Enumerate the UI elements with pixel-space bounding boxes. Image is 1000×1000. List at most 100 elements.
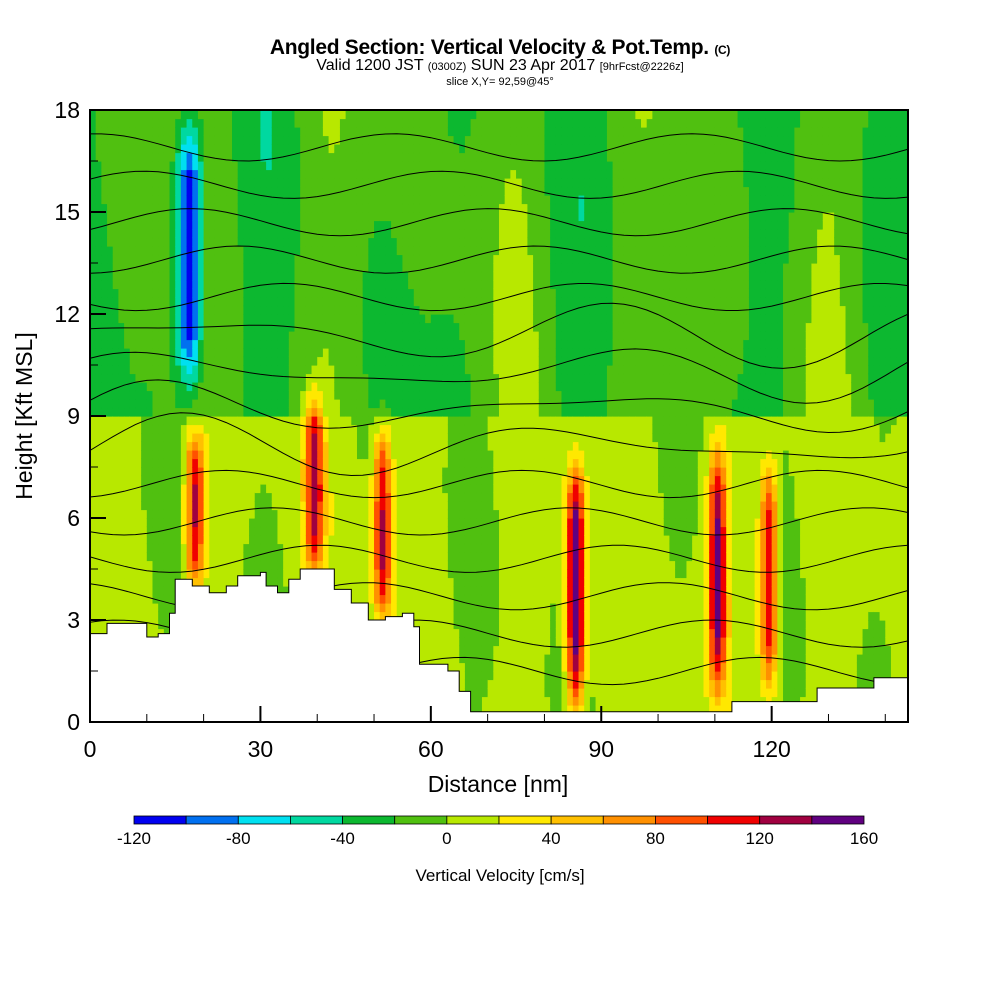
field-cell [186, 220, 193, 230]
field-cell [334, 152, 341, 162]
field-cell [476, 110, 483, 120]
field-cell [464, 135, 472, 145]
field-cell [277, 433, 284, 443]
field-cell [476, 348, 483, 358]
field-cell [391, 161, 398, 171]
field-cell [237, 288, 244, 298]
field-cell [300, 441, 307, 451]
field-cell [152, 288, 159, 298]
field-cell [112, 535, 120, 545]
field-cell [226, 458, 233, 468]
field-cell [476, 594, 483, 604]
field-cell [356, 586, 364, 596]
field-cell [476, 492, 483, 502]
field-cell [271, 441, 279, 451]
field-cell [453, 441, 460, 451]
field-cell [158, 467, 165, 477]
field-cell [288, 288, 296, 298]
slice-label: slice X,Y= 92,59@45° [446, 76, 554, 88]
field-cell [442, 577, 449, 587]
field-cell [254, 509, 262, 519]
field-cell [396, 441, 404, 451]
field-cell [163, 603, 171, 613]
field-cell [203, 203, 210, 213]
field-cell [362, 560, 369, 570]
field-cell [345, 178, 352, 188]
field-cell [220, 373, 227, 383]
field-cell [146, 288, 154, 298]
field-cell [311, 441, 318, 451]
field-cell [266, 152, 273, 162]
field-cell [453, 203, 460, 213]
field-cell [214, 280, 222, 290]
field-cell [266, 178, 273, 188]
field-cell [402, 297, 409, 307]
field-cell [356, 186, 364, 196]
field-cell [141, 110, 148, 120]
field-cell [141, 365, 148, 375]
field-cell [391, 577, 398, 587]
field-cell [408, 195, 415, 205]
field-cell [112, 161, 120, 171]
field-cell [328, 195, 335, 205]
field-cell [459, 331, 466, 341]
field-cell [385, 569, 392, 579]
field-cell [277, 237, 284, 247]
field-cell [254, 220, 262, 230]
field-cell [180, 518, 188, 528]
field-cell [271, 484, 279, 494]
field-cell [408, 484, 415, 494]
field-cell [243, 127, 250, 137]
field-cell [351, 365, 358, 375]
field-cell [430, 110, 438, 120]
field-cell [118, 390, 125, 400]
field-cell [396, 484, 404, 494]
field-cell [464, 611, 472, 621]
field-cell [152, 339, 159, 349]
field-cell [470, 543, 477, 553]
field-cell [175, 348, 182, 358]
field-cell [368, 475, 375, 485]
field-cell [129, 339, 137, 349]
field-cell [436, 212, 443, 222]
field-cell [186, 110, 193, 120]
field-cell [391, 203, 398, 213]
field-cell [368, 288, 375, 298]
field-cell [413, 458, 421, 468]
field-cell [481, 654, 489, 664]
field-cell [396, 178, 404, 188]
field-cell [339, 475, 347, 485]
field-cell [430, 331, 438, 341]
field-cell [334, 220, 341, 230]
field-cell [447, 382, 455, 392]
field-cell [379, 552, 386, 562]
field-cell [197, 382, 205, 392]
field-cell [169, 501, 176, 511]
field-cell [322, 535, 330, 545]
field-cell [209, 169, 216, 179]
field-cell [374, 314, 381, 324]
field-cell [214, 569, 222, 579]
field-cell [436, 254, 443, 264]
field-cell [135, 373, 142, 383]
field-cell [237, 144, 244, 154]
field-cell [328, 433, 335, 443]
field-cell [186, 271, 193, 281]
field-cell [430, 127, 438, 137]
field-cell [209, 297, 216, 307]
field-cell [481, 535, 489, 545]
field-cell [351, 339, 358, 349]
field-cell [288, 186, 296, 196]
field-cell [226, 237, 233, 247]
field-cell [413, 322, 421, 332]
field-cell [459, 671, 466, 681]
field-cell [146, 229, 154, 239]
field-cell [220, 365, 227, 375]
field-cell [277, 271, 284, 281]
field-cell [254, 297, 262, 307]
field-cell [447, 407, 455, 417]
field-cell [197, 552, 205, 562]
field-cell [107, 348, 114, 358]
field-cell [305, 339, 313, 349]
field-cell [351, 552, 358, 562]
